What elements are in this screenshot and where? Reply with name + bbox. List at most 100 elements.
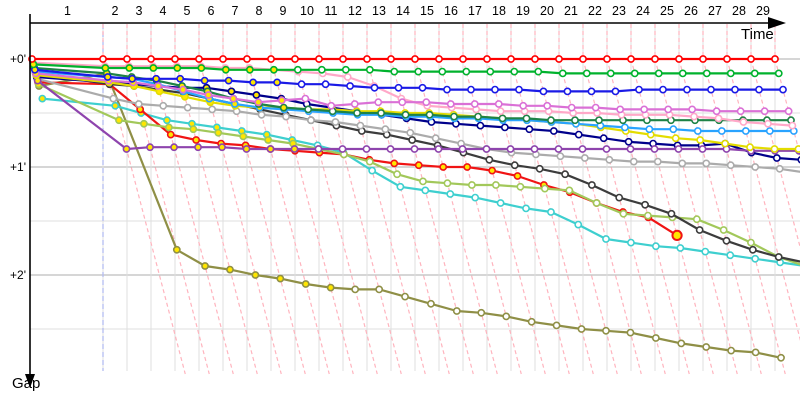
lap-marker-yellow-green xyxy=(467,181,476,189)
lap-marker-black xyxy=(535,164,544,173)
lap-marker-green xyxy=(558,69,567,78)
lap-marker-blue xyxy=(683,85,691,94)
lap-marker-olive xyxy=(477,308,486,317)
lap-marker-gray xyxy=(775,164,784,173)
lap-marker-olive xyxy=(577,325,586,333)
lap-marker-purple xyxy=(170,143,178,152)
lap-marker-cyan xyxy=(751,254,760,263)
lap-marker-gray xyxy=(629,157,638,166)
lap-marker-black xyxy=(615,193,624,202)
lap-marker-gray xyxy=(109,94,118,103)
lap-marker-purple xyxy=(122,145,131,153)
iso-lap-line xyxy=(510,58,594,375)
lap-marker-leader-red xyxy=(99,55,107,63)
lap-marker-blue xyxy=(418,83,427,92)
x-tick-label-9: 9 xyxy=(280,4,287,18)
series-line-pink xyxy=(32,61,793,127)
lap-marker-yellow-green xyxy=(443,179,452,188)
lap-marker-blue xyxy=(659,85,667,94)
lap-marker-leader-red xyxy=(267,55,275,63)
lap-marker-forest-green xyxy=(474,112,482,121)
lap-marker-yellow-green xyxy=(419,177,427,186)
lap-marker-sky-blue xyxy=(765,127,774,135)
lap-marker-orchid xyxy=(374,98,383,107)
lap-marker-blue xyxy=(491,85,499,94)
lap-marker-blue xyxy=(200,76,209,85)
lap-marker-leader-red xyxy=(771,55,779,63)
iso-lap-line xyxy=(534,58,618,375)
lap-marker-olive xyxy=(276,274,285,283)
lap-marker-olive xyxy=(626,328,635,337)
lap-marker-yellow xyxy=(770,145,779,153)
iso-lap-line xyxy=(198,58,282,375)
lap-marker-orchid xyxy=(179,85,187,94)
lap-marker-pink xyxy=(788,121,797,130)
lap-marker-purple xyxy=(434,145,443,153)
lap-marker-leader-red xyxy=(435,55,443,63)
lap-marker-red-2 xyxy=(414,161,423,170)
series-line-yellow xyxy=(36,74,799,151)
lap-marker-gray xyxy=(751,163,760,171)
lap-marker-orchid xyxy=(204,91,213,99)
lap-marker-yellow-green xyxy=(719,226,728,234)
lap-marker-olive xyxy=(172,245,181,254)
x-tick-label-3: 3 xyxy=(136,4,143,18)
lap-marker-green xyxy=(486,67,495,76)
lap-marker-cyan xyxy=(446,190,455,198)
series-line-sky-blue xyxy=(35,70,794,133)
x-tick-label-18: 18 xyxy=(492,4,506,18)
lap-marker-olive xyxy=(226,265,234,274)
lap-marker-navy xyxy=(549,127,558,135)
lap-marker-blue xyxy=(755,85,763,94)
lap-marker-green xyxy=(245,65,254,74)
lap-marker-orchid xyxy=(664,105,673,114)
iso-lap-line xyxy=(174,58,258,375)
lap-marker-purple xyxy=(242,145,251,153)
x-tick-label-15: 15 xyxy=(420,4,434,18)
x-tick-label-14: 14 xyxy=(396,4,410,18)
iso-lap-line xyxy=(126,58,210,375)
x-tick-label-29: 29 xyxy=(756,4,770,18)
lap-marker-sky-blue xyxy=(741,127,750,135)
lap-marker-orchid xyxy=(350,100,359,108)
lap-marker-cyan xyxy=(496,199,505,207)
series-line-green xyxy=(33,63,779,75)
lap-marker-orchid xyxy=(301,94,310,103)
lap-marker-green xyxy=(341,65,350,74)
lap-marker-purple xyxy=(218,143,226,152)
lap-marker-forest-green xyxy=(595,116,603,125)
lap-marker-navy xyxy=(525,125,534,134)
x-tick-label-17: 17 xyxy=(468,4,482,18)
lap-marker-green xyxy=(726,69,735,78)
lap-marker-purple xyxy=(290,145,299,153)
lap-marker-leader-red xyxy=(315,55,323,63)
lap-marker-orchid xyxy=(254,98,263,107)
lap-marker-green xyxy=(197,64,206,72)
lap-marker-gray xyxy=(307,116,315,125)
series-line-purple xyxy=(36,79,799,152)
lap-marker-blue xyxy=(297,80,306,89)
lap-marker-navy xyxy=(252,91,261,99)
lap-marker-green xyxy=(125,64,134,72)
lap-marker-green xyxy=(462,67,471,76)
lap-marker-gray xyxy=(208,105,217,114)
lap-marker-green xyxy=(414,67,423,76)
lap-marker-blue xyxy=(394,83,403,92)
lap-marker-leader-red xyxy=(147,55,155,63)
lap-marker-leader-red xyxy=(243,55,251,63)
lap-marker-forest-green xyxy=(377,109,385,117)
lap-marker-olive xyxy=(677,339,686,348)
lap-marker-leader-red xyxy=(555,55,563,63)
series-line-red-2 xyxy=(38,81,678,237)
lap-marker-forest-green xyxy=(425,110,434,119)
lap-marker-orchid xyxy=(543,101,552,110)
lap-marker-orchid xyxy=(616,105,625,114)
lap-marker-navy xyxy=(227,87,236,96)
lap-marker-black xyxy=(485,155,494,164)
lap-marker-blue xyxy=(346,82,354,90)
lap-marker-blue xyxy=(443,85,451,94)
x-tick-label-10: 10 xyxy=(300,4,314,18)
lap-marker-olive xyxy=(777,353,785,362)
lap-marker-cyan xyxy=(471,193,480,202)
